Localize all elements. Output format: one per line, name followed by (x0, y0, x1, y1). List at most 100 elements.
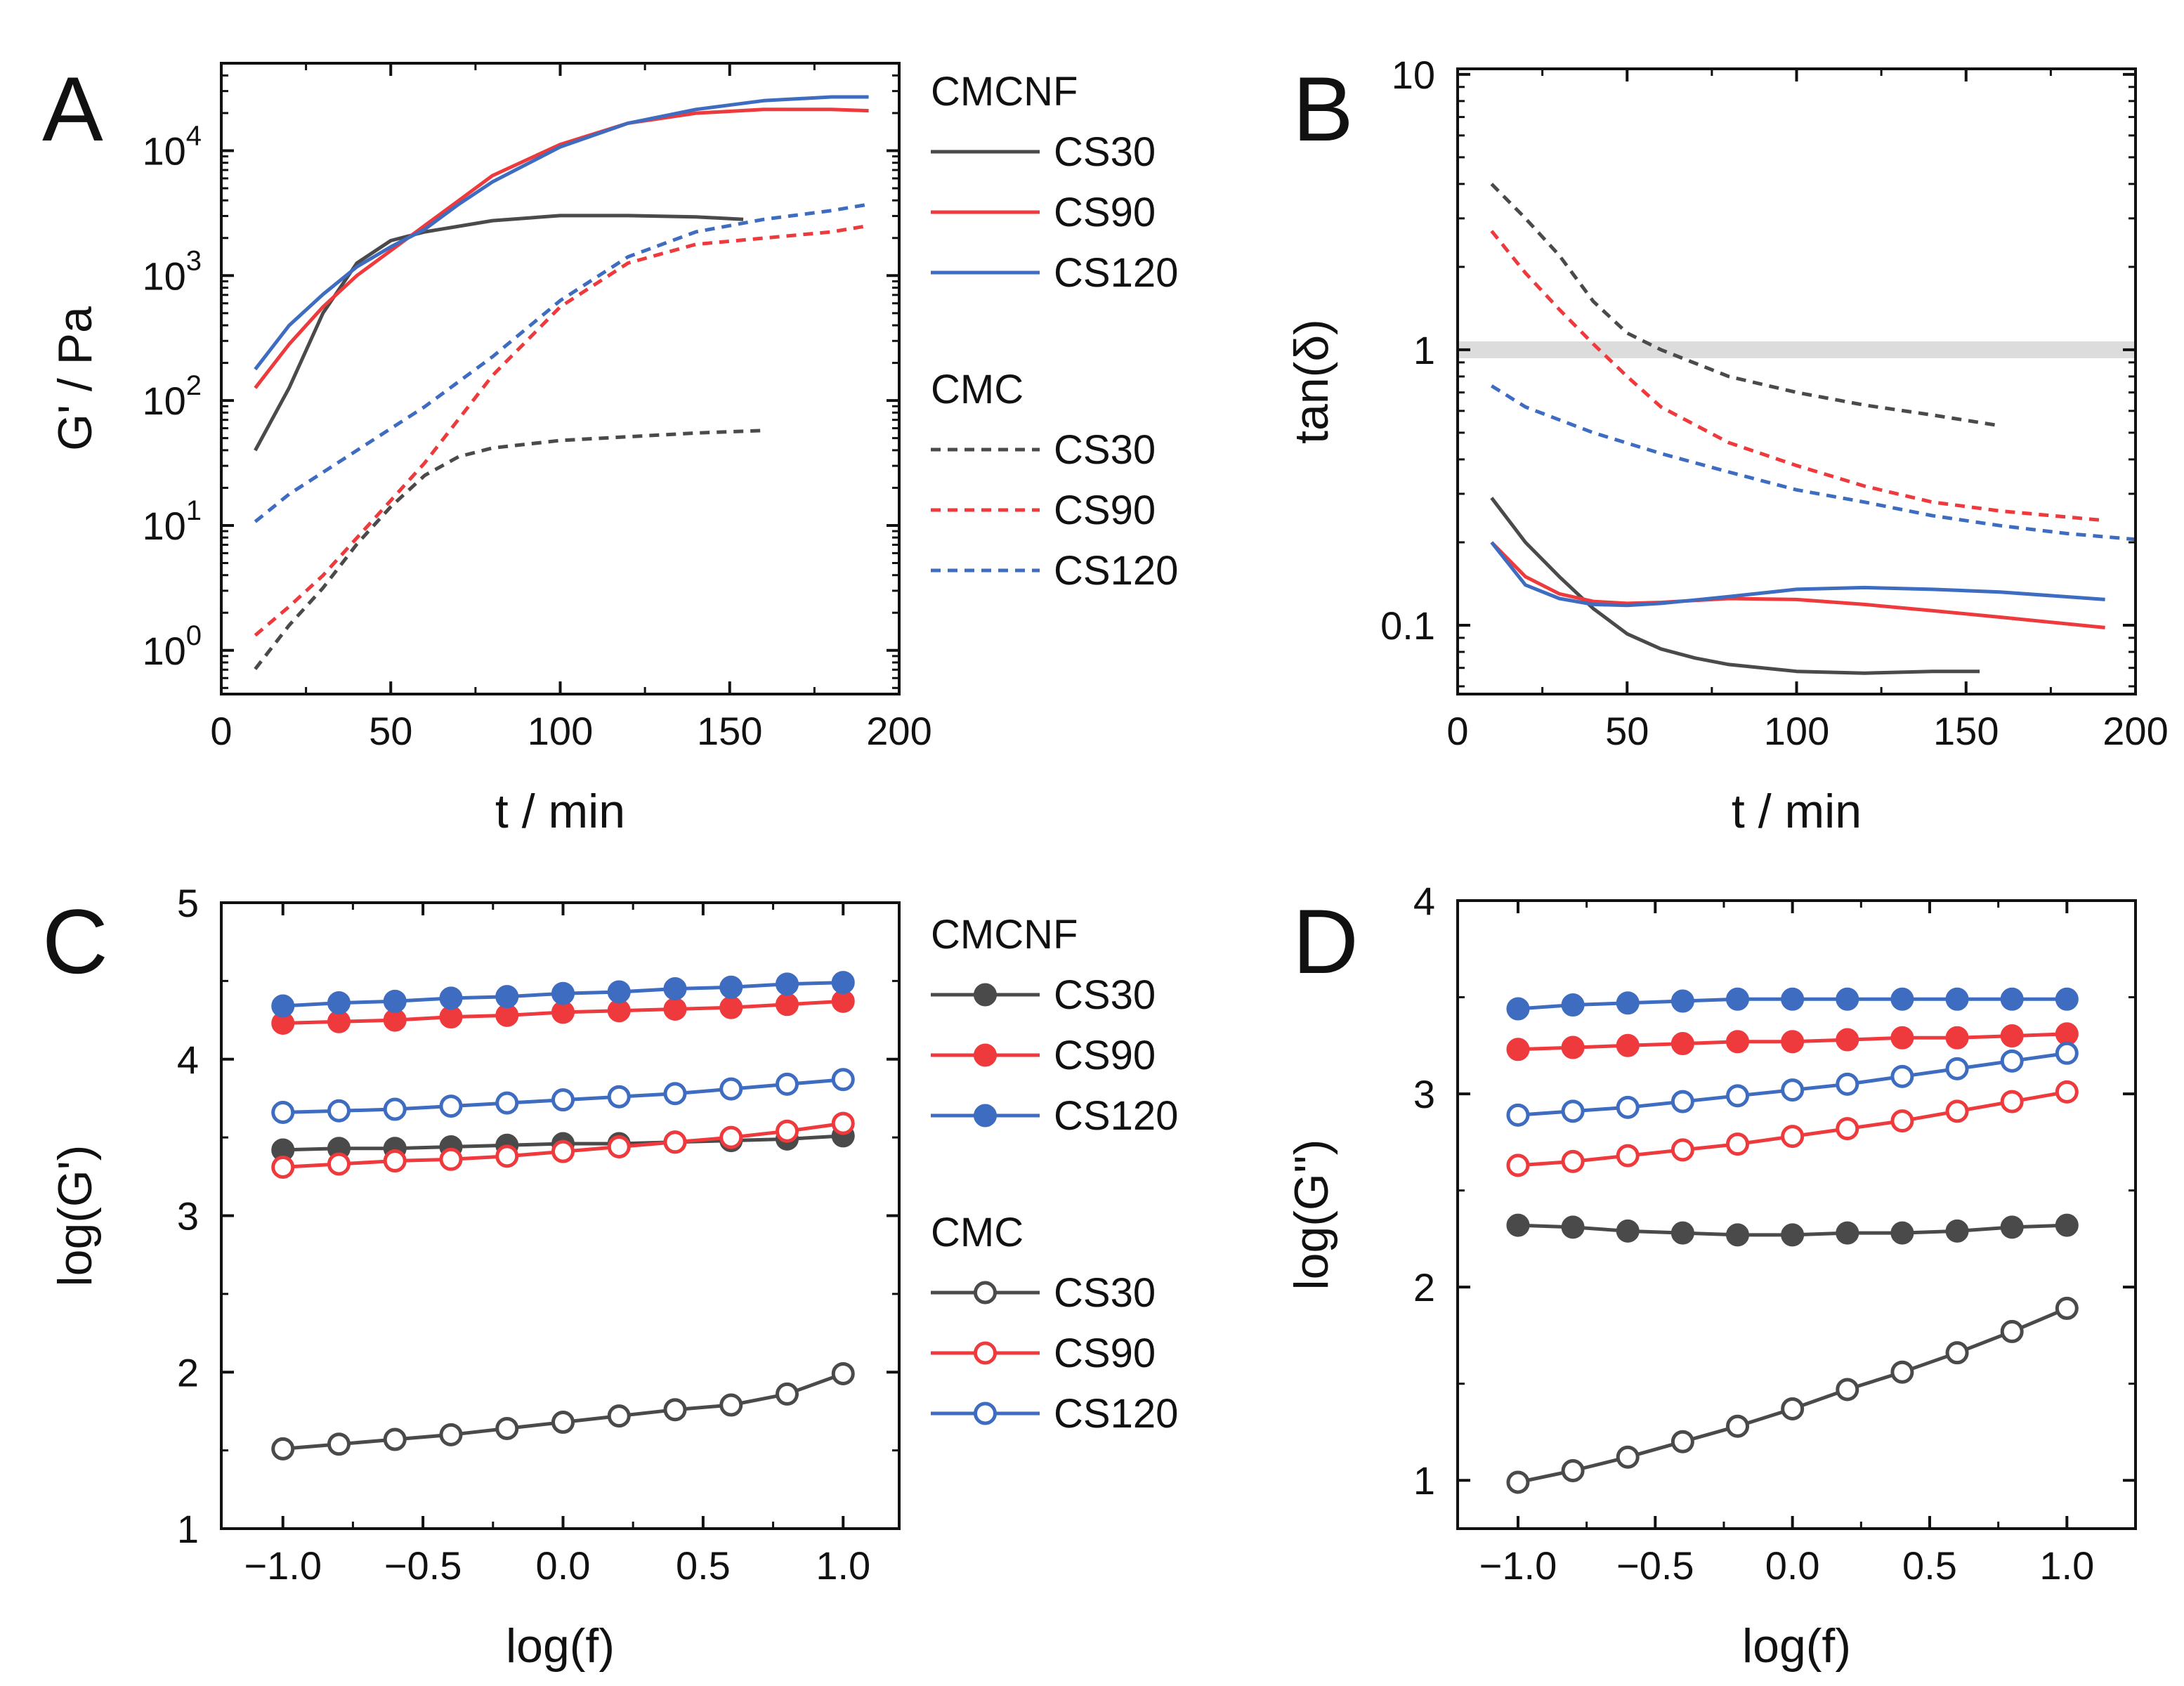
series-cmc-cs30-point (775, 1382, 799, 1406)
series-cmc-cs30-point (831, 1361, 855, 1385)
series-cmc-cs30-point (327, 1432, 351, 1456)
y-tick-exponent: 0 (186, 620, 202, 651)
series-cmc-cs90-point (663, 1130, 687, 1154)
series-cmcnf-cs30-line (254, 214, 744, 452)
legend-item-label: CS90 (1054, 1033, 1156, 1078)
series-cmc-cs30-point (663, 1398, 687, 1422)
series-cmc-cs120-point (1890, 1064, 1914, 1088)
series-cmcnf-cs90-point (1616, 1033, 1640, 1057)
series-cmc-cs120-point (607, 1085, 631, 1109)
legend-group-title: CMC (931, 1210, 1024, 1255)
series-cmc-cs30-point (1616, 1445, 1640, 1469)
y-tick-label: 1 (1413, 1458, 1435, 1503)
series-cmcnf-cs90-point (663, 997, 687, 1021)
y-tick-label: 10 (1392, 53, 1435, 97)
series-cmc-cs120-point (2055, 1041, 2079, 1065)
x-tick-label: 100 (1764, 709, 1829, 753)
series-cmcnf-cs30-point (1945, 1219, 1969, 1243)
series-cmcnf-cs120-point (1670, 989, 1694, 1013)
series-cmcnf-cs90-point (2000, 1024, 2024, 1048)
series-cmc-cs30-point (1945, 1341, 1969, 1365)
panel-d: D −1.0 −0.5 0.0 0.5 1.0 1 2 3 4 log(f) log(G'') (1285, 879, 2137, 1673)
x-axis-label: log(f) (506, 1619, 615, 1673)
series-cmc-cs90-point (2055, 1080, 2079, 1104)
series-cmcnf-cs90-point (1506, 1038, 1530, 1061)
series-cmc-cs120-point (383, 1097, 407, 1121)
series-cmcnf-cs30-line (1490, 497, 1980, 675)
series-cmcnf-cs120-point (1561, 993, 1585, 1017)
series-cmcnf-cs120-point (2000, 987, 2024, 1011)
x-tick-label: 0.5 (676, 1543, 731, 1588)
legend-swatch-marker (974, 1104, 997, 1128)
x-tick-label: −0.5 (384, 1543, 462, 1588)
x-tick-label: 150 (697, 709, 762, 753)
series-cmcnf-cs120-point (495, 985, 519, 1009)
legend-swatch-marker (974, 1401, 997, 1425)
y-tick-exponent: 1 (186, 495, 202, 526)
series-cmcnf-cs120-line (1490, 541, 2105, 608)
y-tick-base: 10 (142, 129, 185, 173)
series-cmc-cs120-point (495, 1091, 519, 1115)
series-cmcnf-cs120-point (1890, 987, 1914, 1011)
series-cmc-cs120-point (551, 1088, 575, 1112)
series-cmc-cs90-point (495, 1144, 519, 1168)
series-cmcnf-cs90-point (1781, 1030, 1805, 1054)
panel-c: C −1.0 −0.5 0.0 0.5 1.0 1 2 3 4 5 log(f) log(G') (42, 881, 901, 1673)
series-cmc-cs30-point (495, 1416, 519, 1440)
legend-item-label: CS30 (1054, 129, 1156, 175)
series-cmc-cs90-point (775, 1119, 799, 1143)
plot-frame (1456, 899, 2137, 1530)
series-cmcnf-cs120-line (254, 95, 869, 371)
series-cmc-cs120-line (1490, 384, 2136, 542)
series-cmcnf-cs120-point (271, 994, 295, 1018)
series-cmcnf-cs90-point (831, 989, 855, 1013)
series-cmc-cs120-point (1670, 1090, 1694, 1113)
y-tick-label: 5 (177, 881, 199, 925)
y-tick-exponent: 3 (186, 245, 202, 276)
legend-item-label: CS120 (1054, 1093, 1178, 1139)
series-cmcnf-cs90-point (1890, 1026, 1914, 1050)
series-cmc-cs30-point (719, 1393, 743, 1417)
series-cmcnf-cs90-point (495, 1003, 519, 1027)
panel-label: B (1293, 58, 1354, 160)
y-tick-label: 3 (1413, 1072, 1435, 1116)
x-axis-label: t / min (495, 785, 625, 838)
series-cmc-cs90-line (1490, 230, 2105, 523)
y-axis-label: G' / Pa (48, 306, 102, 451)
series-cmcnf-cs30-point (1836, 1221, 1859, 1245)
series-cmc-cs90-point (1945, 1099, 1969, 1123)
series-cmcnf-cs120-point (1726, 987, 1750, 1011)
series-cmcnf-cs90-point (607, 999, 631, 1023)
legend-item-label: CS30 (1054, 427, 1156, 473)
series-cmc-cs120-point (663, 1082, 687, 1106)
series-cmc-cs90-point (607, 1135, 631, 1158)
series-cmc-cs30-point (1726, 1414, 1750, 1438)
x-axis-label: log(f) (1742, 1619, 1851, 1673)
series-group (1506, 987, 2079, 1494)
legend-item-label: CS90 (1054, 1331, 1156, 1376)
panel-label: A (42, 58, 103, 160)
panel-label: D (1293, 890, 1359, 993)
y-tick-label: 104 (142, 120, 202, 173)
series-cmcnf-cs120-point (551, 981, 575, 1005)
legend-item-label: CS30 (1054, 1270, 1156, 1316)
series-cmcnf-cs120-point (383, 989, 407, 1013)
series-cmcnf-cs120-point (775, 972, 799, 996)
panel-label: C (42, 890, 108, 993)
series-cmc-cs120-point (719, 1077, 743, 1101)
x-tick-label: 0.0 (1765, 1543, 1820, 1588)
legend-item-label: CS120 (1054, 1391, 1178, 1437)
series-cmc-cs90-point (2000, 1090, 2024, 1113)
series-cmc-cs120-point (1836, 1072, 1859, 1096)
series-cmc-cs90-point (831, 1111, 855, 1135)
series-cmc-cs90-point (551, 1139, 575, 1163)
series-cmcnf-cs90-point (1561, 1035, 1585, 1059)
x-tick-label: 0.5 (1902, 1543, 1957, 1588)
series-cmc-cs30-point (1506, 1470, 1530, 1494)
y-tick-exponent: 2 (186, 370, 202, 401)
y-axis-label: log(G') (48, 1145, 102, 1287)
x-tick-label: 0 (210, 709, 232, 753)
y-tick-base: 10 (142, 629, 185, 673)
series-cmcnf-cs120-point (1506, 997, 1530, 1021)
